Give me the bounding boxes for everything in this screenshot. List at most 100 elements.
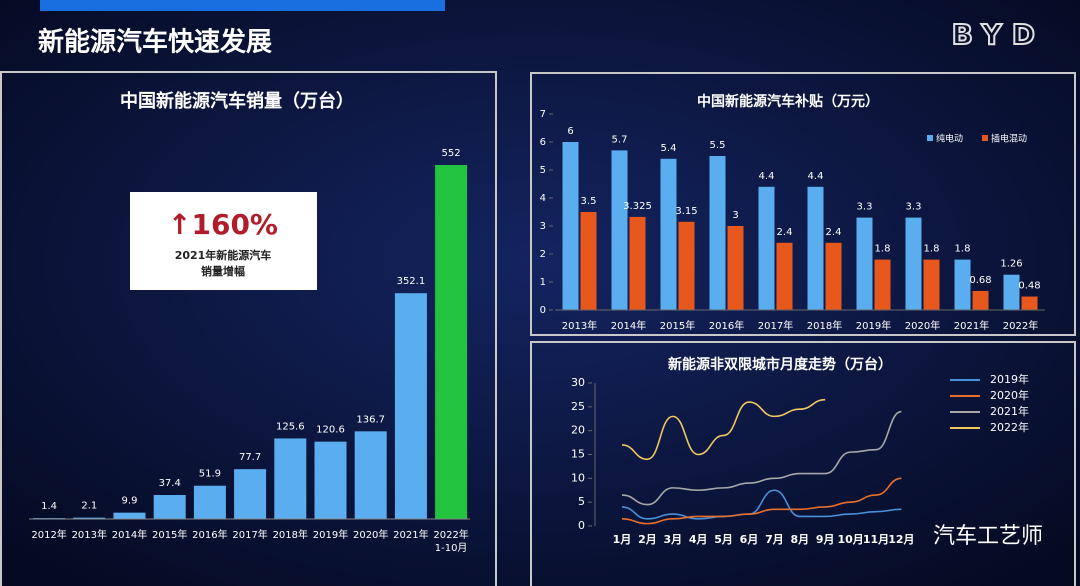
bar xyxy=(972,290,989,310)
x-tick-label: 2022年 xyxy=(433,528,468,541)
x-tick-label: 2021年 xyxy=(954,319,989,332)
bar xyxy=(758,186,775,310)
y-tick-label: 1 xyxy=(540,277,546,288)
x-tick-label: 7月 xyxy=(765,533,784,546)
data-label: 3.3 xyxy=(906,202,922,213)
legend-label: 2022年 xyxy=(990,420,1029,434)
data-label: 77.7 xyxy=(239,452,261,463)
data-label: 3.15 xyxy=(675,206,697,217)
y-tick-label: 5 xyxy=(540,165,546,176)
data-label: 0.48 xyxy=(1018,281,1040,292)
data-label: 4.4 xyxy=(759,171,775,182)
bar xyxy=(153,495,186,519)
x-tick-label: 2021年 xyxy=(393,528,428,541)
bar xyxy=(611,150,628,310)
data-label: 552 xyxy=(442,148,461,159)
data-label: 3.5 xyxy=(581,196,597,207)
y-tick-label: 7 xyxy=(540,109,546,120)
data-label: 136.7 xyxy=(356,414,385,425)
x-tick-label: 2020年 xyxy=(353,528,388,541)
legend-label: 插电混动 xyxy=(991,133,1027,145)
data-label: 1.8 xyxy=(924,244,940,255)
chart-title: 中国新能源汽车销量（万台） xyxy=(120,90,354,112)
legend-label: 2021年 xyxy=(990,404,1029,418)
panel xyxy=(0,71,497,586)
y-tick-label: 20 xyxy=(571,424,585,437)
x-tick-label: 2012年 xyxy=(31,528,66,541)
bar xyxy=(580,212,597,310)
bar xyxy=(354,431,387,519)
data-label: 0.68 xyxy=(969,275,991,286)
data-label: 51.9 xyxy=(199,469,221,480)
bar xyxy=(874,259,891,310)
bar xyxy=(193,485,226,519)
data-label: 5.7 xyxy=(612,134,628,145)
watermark: 汽车工艺师 xyxy=(933,524,1043,549)
x-tick-label: 2015年 xyxy=(152,528,187,541)
data-label: 2.1 xyxy=(81,501,97,512)
x-tick-label: 2013年 xyxy=(72,528,107,541)
x-tick-label: 2018年 xyxy=(273,528,308,541)
bar xyxy=(274,438,307,519)
legend-swatch xyxy=(982,135,988,141)
bar xyxy=(394,293,427,519)
line xyxy=(621,489,902,520)
panel xyxy=(530,72,1076,336)
callout-value: ↑160% xyxy=(168,208,278,241)
bar xyxy=(856,217,873,310)
bar xyxy=(1021,296,1038,310)
callout-caption: 销量增幅 xyxy=(201,264,245,278)
y-tick-label: 10 xyxy=(571,471,585,484)
bar xyxy=(727,226,744,310)
top-accent xyxy=(40,0,445,11)
callout-box xyxy=(130,192,317,290)
x-tick-label: 5月 xyxy=(714,533,733,546)
line xyxy=(621,477,902,525)
x-tick-label: 3月 xyxy=(663,533,682,546)
data-label: 1.8 xyxy=(875,244,891,255)
data-label: 6 xyxy=(567,126,573,137)
x-tick-label: 2022年 xyxy=(1003,319,1038,332)
data-label: 125.6 xyxy=(276,421,305,432)
data-label: 1.26 xyxy=(1000,259,1022,270)
x-tick-label: 2月 xyxy=(638,533,657,546)
bar xyxy=(807,186,824,310)
data-label: 9.9 xyxy=(122,496,138,507)
x-tick-label: 12月 xyxy=(888,533,914,546)
y-tick-label: 5 xyxy=(578,495,585,508)
data-label: 2.4 xyxy=(777,227,793,238)
y-tick-label: 3 xyxy=(540,221,546,232)
y-tick-label: 15 xyxy=(571,448,585,461)
data-label: 5.5 xyxy=(710,140,726,151)
data-label: 3.3 xyxy=(857,202,873,213)
bar xyxy=(776,242,793,310)
bar xyxy=(629,216,646,310)
data-label: 352.1 xyxy=(397,276,426,287)
bar xyxy=(1003,274,1020,310)
data-label: 3 xyxy=(732,210,738,221)
bar xyxy=(314,441,347,519)
data-label: 1.4 xyxy=(41,501,57,512)
y-tick-label: 6 xyxy=(540,137,546,148)
logo: BYD xyxy=(952,18,1045,51)
data-label: 2.4 xyxy=(826,227,842,238)
bar xyxy=(562,142,579,310)
panel xyxy=(530,341,1076,586)
x-tick-label: 2019年 xyxy=(313,528,348,541)
legend-swatch xyxy=(927,135,933,141)
chart-title: 中国新能源汽车补贴（万元） xyxy=(697,93,879,110)
bar xyxy=(709,156,726,310)
bar xyxy=(678,221,695,310)
data-label: 1.8 xyxy=(955,244,971,255)
x-tick-label: 2017年 xyxy=(758,319,793,332)
x-tick-label: 10月 xyxy=(837,533,863,546)
y-tick-label: 2 xyxy=(540,249,546,260)
legend-label: 2019年 xyxy=(990,372,1029,386)
x-tick-label: 1-10月 xyxy=(435,542,468,554)
slide-title: 新能源汽车快速发展 xyxy=(38,27,272,58)
bar xyxy=(905,217,922,310)
x-tick-label: 2014年 xyxy=(611,319,646,332)
y-tick-label: 4 xyxy=(540,193,546,204)
line xyxy=(621,398,826,461)
